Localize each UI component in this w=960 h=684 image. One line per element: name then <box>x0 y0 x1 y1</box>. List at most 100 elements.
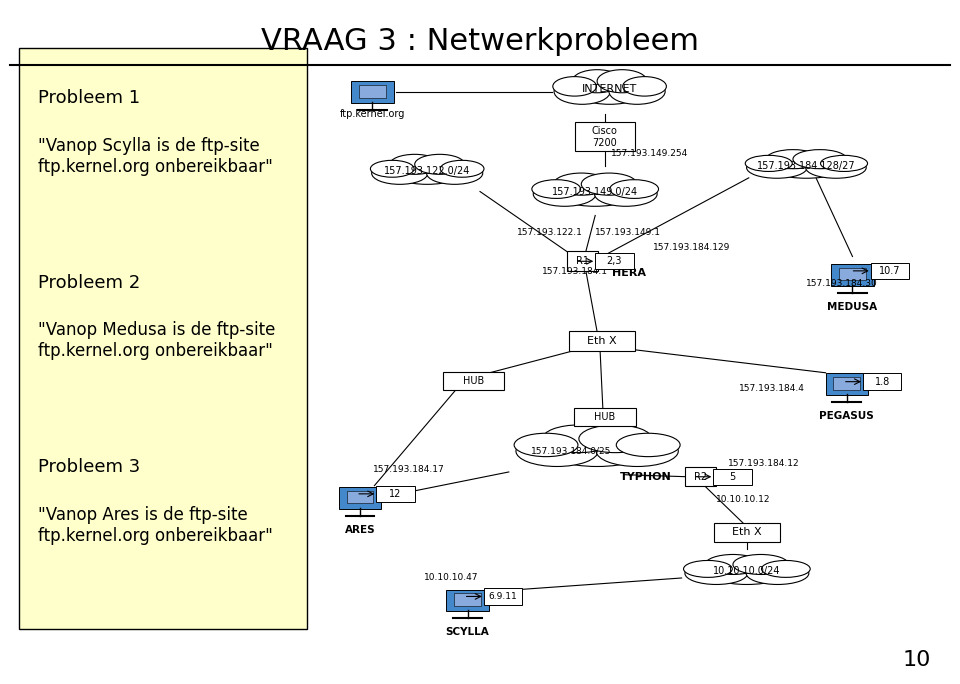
Text: MEDUSA: MEDUSA <box>828 302 877 312</box>
FancyBboxPatch shape <box>347 491 373 503</box>
Text: R1: R1 <box>576 256 589 266</box>
Text: 157.193.184.4: 157.193.184.4 <box>739 384 805 393</box>
Text: Eth X: Eth X <box>732 527 761 537</box>
FancyBboxPatch shape <box>376 486 415 502</box>
Text: ftp.kernel.org: ftp.kernel.org <box>340 109 405 120</box>
Text: 157.193.184.129: 157.193.184.129 <box>653 243 731 252</box>
Text: 157.193.184.0/25: 157.193.184.0/25 <box>531 447 612 456</box>
FancyBboxPatch shape <box>574 408 636 426</box>
Ellipse shape <box>533 182 596 207</box>
Text: PEGASUS: PEGASUS <box>819 411 875 421</box>
FancyBboxPatch shape <box>871 263 909 279</box>
Text: "Vanop Ares is de ftp-site
ftp.kernel.org onbereikbaar": "Vanop Ares is de ftp-site ftp.kernel.or… <box>38 506 274 545</box>
Ellipse shape <box>371 160 414 177</box>
Ellipse shape <box>705 558 789 584</box>
Ellipse shape <box>390 155 440 174</box>
FancyBboxPatch shape <box>454 593 481 606</box>
FancyBboxPatch shape <box>568 331 636 351</box>
FancyBboxPatch shape <box>359 86 386 98</box>
Ellipse shape <box>793 150 847 169</box>
Text: 10.10.10.12: 10.10.10.12 <box>716 495 771 504</box>
Ellipse shape <box>766 153 847 179</box>
Text: VRAAG 3 : Netwerkprobleem: VRAAG 3 : Netwerkprobleem <box>261 27 699 56</box>
Ellipse shape <box>441 160 484 177</box>
Ellipse shape <box>684 560 732 577</box>
Ellipse shape <box>597 70 647 93</box>
Ellipse shape <box>572 74 647 104</box>
Ellipse shape <box>705 555 761 575</box>
FancyBboxPatch shape <box>826 373 868 395</box>
Ellipse shape <box>553 77 596 96</box>
Text: 157.193.149.1: 157.193.149.1 <box>595 228 661 237</box>
Ellipse shape <box>805 157 866 179</box>
Ellipse shape <box>610 180 659 198</box>
Text: 10.10.10.0/24: 10.10.10.0/24 <box>713 566 780 576</box>
Text: 157.193.184.128/27: 157.193.184.128/27 <box>757 161 855 170</box>
FancyBboxPatch shape <box>19 48 307 629</box>
Text: HERA: HERA <box>612 268 646 278</box>
Ellipse shape <box>516 436 598 466</box>
Text: SCYLLA: SCYLLA <box>445 627 490 637</box>
FancyBboxPatch shape <box>575 122 635 151</box>
Text: HUB: HUB <box>594 412 615 422</box>
Text: 5: 5 <box>730 472 735 482</box>
FancyBboxPatch shape <box>339 487 381 509</box>
Text: Probleem 3: Probleem 3 <box>38 458 141 476</box>
Ellipse shape <box>581 173 637 195</box>
Ellipse shape <box>616 433 680 457</box>
Text: ARES: ARES <box>345 525 375 535</box>
Text: 10.10.10.47: 10.10.10.47 <box>424 573 478 583</box>
FancyBboxPatch shape <box>567 251 598 271</box>
Text: 10: 10 <box>902 650 931 670</box>
FancyBboxPatch shape <box>595 253 634 269</box>
Text: 157.193.149.0/24: 157.193.149.0/24 <box>552 187 638 196</box>
Ellipse shape <box>684 562 748 584</box>
Text: Cisco
7200: Cisco 7200 <box>592 126 617 148</box>
FancyBboxPatch shape <box>443 372 504 390</box>
Ellipse shape <box>542 430 652 466</box>
Ellipse shape <box>761 560 810 577</box>
Text: 2,3: 2,3 <box>607 256 622 266</box>
Text: 10.7: 10.7 <box>879 266 900 276</box>
Text: TYPHON: TYPHON <box>620 472 672 482</box>
Ellipse shape <box>747 157 807 179</box>
Ellipse shape <box>746 562 809 584</box>
FancyBboxPatch shape <box>831 264 874 286</box>
FancyBboxPatch shape <box>863 373 901 390</box>
Ellipse shape <box>553 173 610 195</box>
Text: 12: 12 <box>390 489 401 499</box>
FancyBboxPatch shape <box>839 268 866 280</box>
Ellipse shape <box>372 162 428 184</box>
Ellipse shape <box>572 70 622 93</box>
FancyBboxPatch shape <box>484 588 522 605</box>
Ellipse shape <box>609 79 665 105</box>
FancyBboxPatch shape <box>685 467 716 486</box>
FancyBboxPatch shape <box>713 469 752 485</box>
Ellipse shape <box>733 555 789 575</box>
Text: 157.193.122.0/24: 157.193.122.0/24 <box>384 166 470 176</box>
Ellipse shape <box>542 425 615 453</box>
Ellipse shape <box>426 162 483 184</box>
Ellipse shape <box>596 436 679 466</box>
Text: 157.193.184.17: 157.193.184.17 <box>372 465 444 475</box>
Ellipse shape <box>532 180 581 198</box>
Ellipse shape <box>515 433 578 457</box>
Ellipse shape <box>623 77 666 96</box>
Text: Probleem 2: Probleem 2 <box>38 274 141 291</box>
Text: HUB: HUB <box>463 376 484 386</box>
FancyBboxPatch shape <box>446 590 489 611</box>
Text: "Vanop Medusa is de ftp-site
ftp.kernel.org onbereikbaar": "Vanop Medusa is de ftp-site ftp.kernel.… <box>38 321 276 360</box>
Text: 157.193.184.12: 157.193.184.12 <box>728 458 800 468</box>
Text: R2: R2 <box>694 472 708 482</box>
Text: 1.8: 1.8 <box>875 377 890 386</box>
Text: 157.193.184.30: 157.193.184.30 <box>806 279 878 289</box>
Ellipse shape <box>415 155 465 174</box>
Text: 157.193.122.1: 157.193.122.1 <box>516 228 583 237</box>
Text: "Vanop Scylla is de ftp-site
ftp.kernel.org onbereikbaar": "Vanop Scylla is de ftp-site ftp.kernel.… <box>38 137 274 176</box>
Text: INTERNET: INTERNET <box>582 84 637 94</box>
Ellipse shape <box>553 176 637 207</box>
Text: 157.193.184.1: 157.193.184.1 <box>542 267 609 276</box>
Text: Probleem 1: Probleem 1 <box>38 89 140 107</box>
Ellipse shape <box>390 158 465 185</box>
Ellipse shape <box>579 425 652 453</box>
